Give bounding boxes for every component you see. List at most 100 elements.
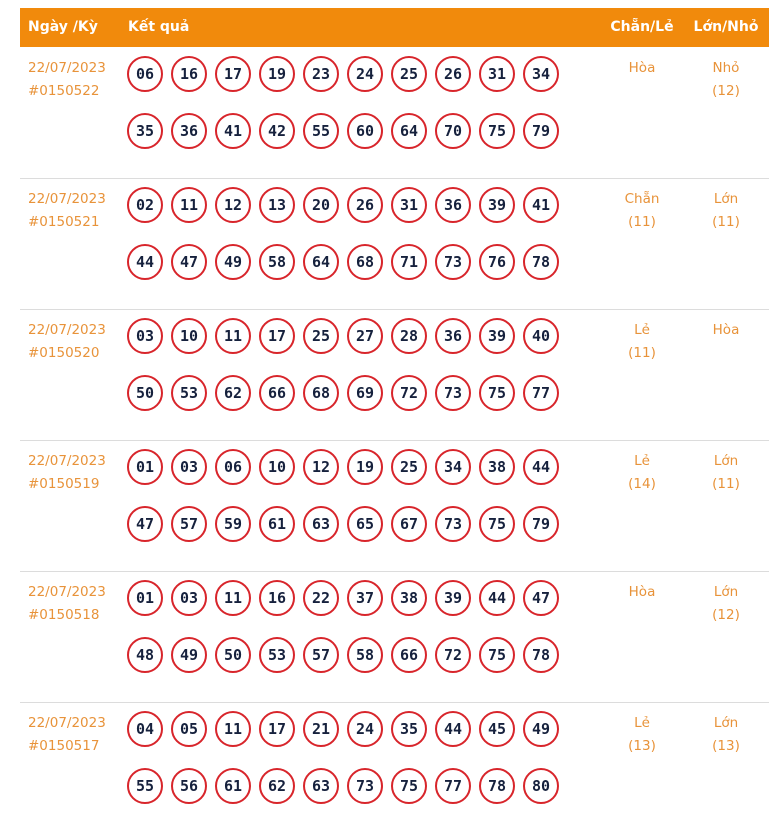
result-ball: 44: [127, 244, 163, 280]
result-ball: 47: [127, 506, 163, 542]
result-ball: 12: [303, 449, 339, 485]
column-header: Ngày /Kỳ: [28, 19, 98, 35]
result-count: (11): [712, 476, 740, 492]
result-ball: 73: [435, 244, 471, 280]
result-ball: 78: [523, 637, 559, 673]
result-ball: 21: [303, 711, 339, 747]
result-ball: 58: [347, 637, 383, 673]
result-ball: 40: [523, 318, 559, 354]
result-ball: 65: [347, 506, 383, 542]
draw-date: 22/07/2023: [28, 453, 106, 469]
result-ball: 69: [347, 375, 383, 411]
result-ball: 79: [523, 113, 559, 149]
draw-id: #0150520: [28, 345, 100, 361]
result-ball: 19: [347, 449, 383, 485]
result-ball: 55: [303, 113, 339, 149]
result-ball: 03: [127, 318, 163, 354]
result-ball: 45: [479, 711, 515, 747]
result-ball: 73: [435, 506, 471, 542]
result-ball: 63: [303, 768, 339, 804]
result-ball: 66: [259, 375, 295, 411]
result-ball: 79: [523, 506, 559, 542]
result-label: Lớn: [713, 453, 739, 469]
result-ball: 48: [127, 637, 163, 673]
result-ball: 41: [523, 187, 559, 223]
result-ball: 10: [171, 318, 207, 354]
result-ball: 50: [127, 375, 163, 411]
result-ball: 49: [523, 711, 559, 747]
result-ball: 77: [523, 375, 559, 411]
result-count: (12): [712, 83, 740, 99]
result-ball: 24: [347, 711, 383, 747]
result-ball: 11: [171, 187, 207, 223]
result-ball: 20: [303, 187, 339, 223]
result-ball: 61: [259, 506, 295, 542]
result-ball: 62: [215, 375, 251, 411]
result-ball: 36: [435, 318, 471, 354]
result-ball: 75: [479, 375, 515, 411]
result-ball: 75: [479, 637, 515, 673]
column-header: Chẵn/Lẻ: [610, 19, 674, 35]
result-ball: 39: [435, 580, 471, 616]
draw-date: 22/07/2023: [28, 191, 106, 207]
result-ball: 57: [303, 637, 339, 673]
result-ball: 66: [391, 637, 427, 673]
result-label: Hòa: [628, 60, 656, 76]
result-ball: 04: [127, 711, 163, 747]
result-ball: 26: [347, 187, 383, 223]
result-count: (11): [628, 345, 656, 361]
result-ball: 76: [479, 244, 515, 280]
result-count: (13): [628, 738, 656, 754]
result-count: (12): [712, 607, 740, 623]
result-ball: 47: [523, 580, 559, 616]
result-ball: 37: [347, 580, 383, 616]
result-ball: 35: [391, 711, 427, 747]
result-ball: 55: [127, 768, 163, 804]
result-ball: 78: [479, 768, 515, 804]
result-ball: 25: [303, 318, 339, 354]
result-ball: 39: [479, 318, 515, 354]
result-ball: 78: [523, 244, 559, 280]
draw-id: #0150519: [28, 476, 100, 492]
result-ball: 73: [347, 768, 383, 804]
row-separator: [20, 309, 769, 310]
result-ball: 77: [435, 768, 471, 804]
result-ball: 06: [127, 56, 163, 92]
result-ball: 27: [347, 318, 383, 354]
result-ball: 38: [391, 580, 427, 616]
result-ball: 50: [215, 637, 251, 673]
result-ball: 02: [127, 187, 163, 223]
result-ball: 75: [391, 768, 427, 804]
result-ball: 56: [171, 768, 207, 804]
result-ball: 17: [215, 56, 251, 92]
result-ball: 11: [215, 580, 251, 616]
result-ball: 62: [259, 768, 295, 804]
result-ball: 13: [259, 187, 295, 223]
draw-id: #0150518: [28, 607, 100, 623]
row-separator: [20, 178, 769, 179]
result-ball: 06: [215, 449, 251, 485]
result-ball: 35: [127, 113, 163, 149]
result-ball: 17: [259, 318, 295, 354]
result-ball: 63: [303, 506, 339, 542]
result-ball: 11: [215, 318, 251, 354]
result-label: Lớn: [713, 191, 739, 207]
result-ball: 03: [171, 580, 207, 616]
result-ball: 36: [435, 187, 471, 223]
result-count: (14): [628, 476, 656, 492]
result-ball: 53: [259, 637, 295, 673]
result-ball: 67: [391, 506, 427, 542]
result-ball: 53: [171, 375, 207, 411]
result-ball: 73: [435, 375, 471, 411]
result-ball: 72: [435, 637, 471, 673]
result-ball: 23: [303, 56, 339, 92]
result-ball: 64: [391, 113, 427, 149]
result-ball: 11: [215, 711, 251, 747]
result-ball: 16: [259, 580, 295, 616]
result-ball: 25: [391, 449, 427, 485]
result-ball: 42: [259, 113, 295, 149]
result-label: Lẻ: [634, 453, 650, 469]
